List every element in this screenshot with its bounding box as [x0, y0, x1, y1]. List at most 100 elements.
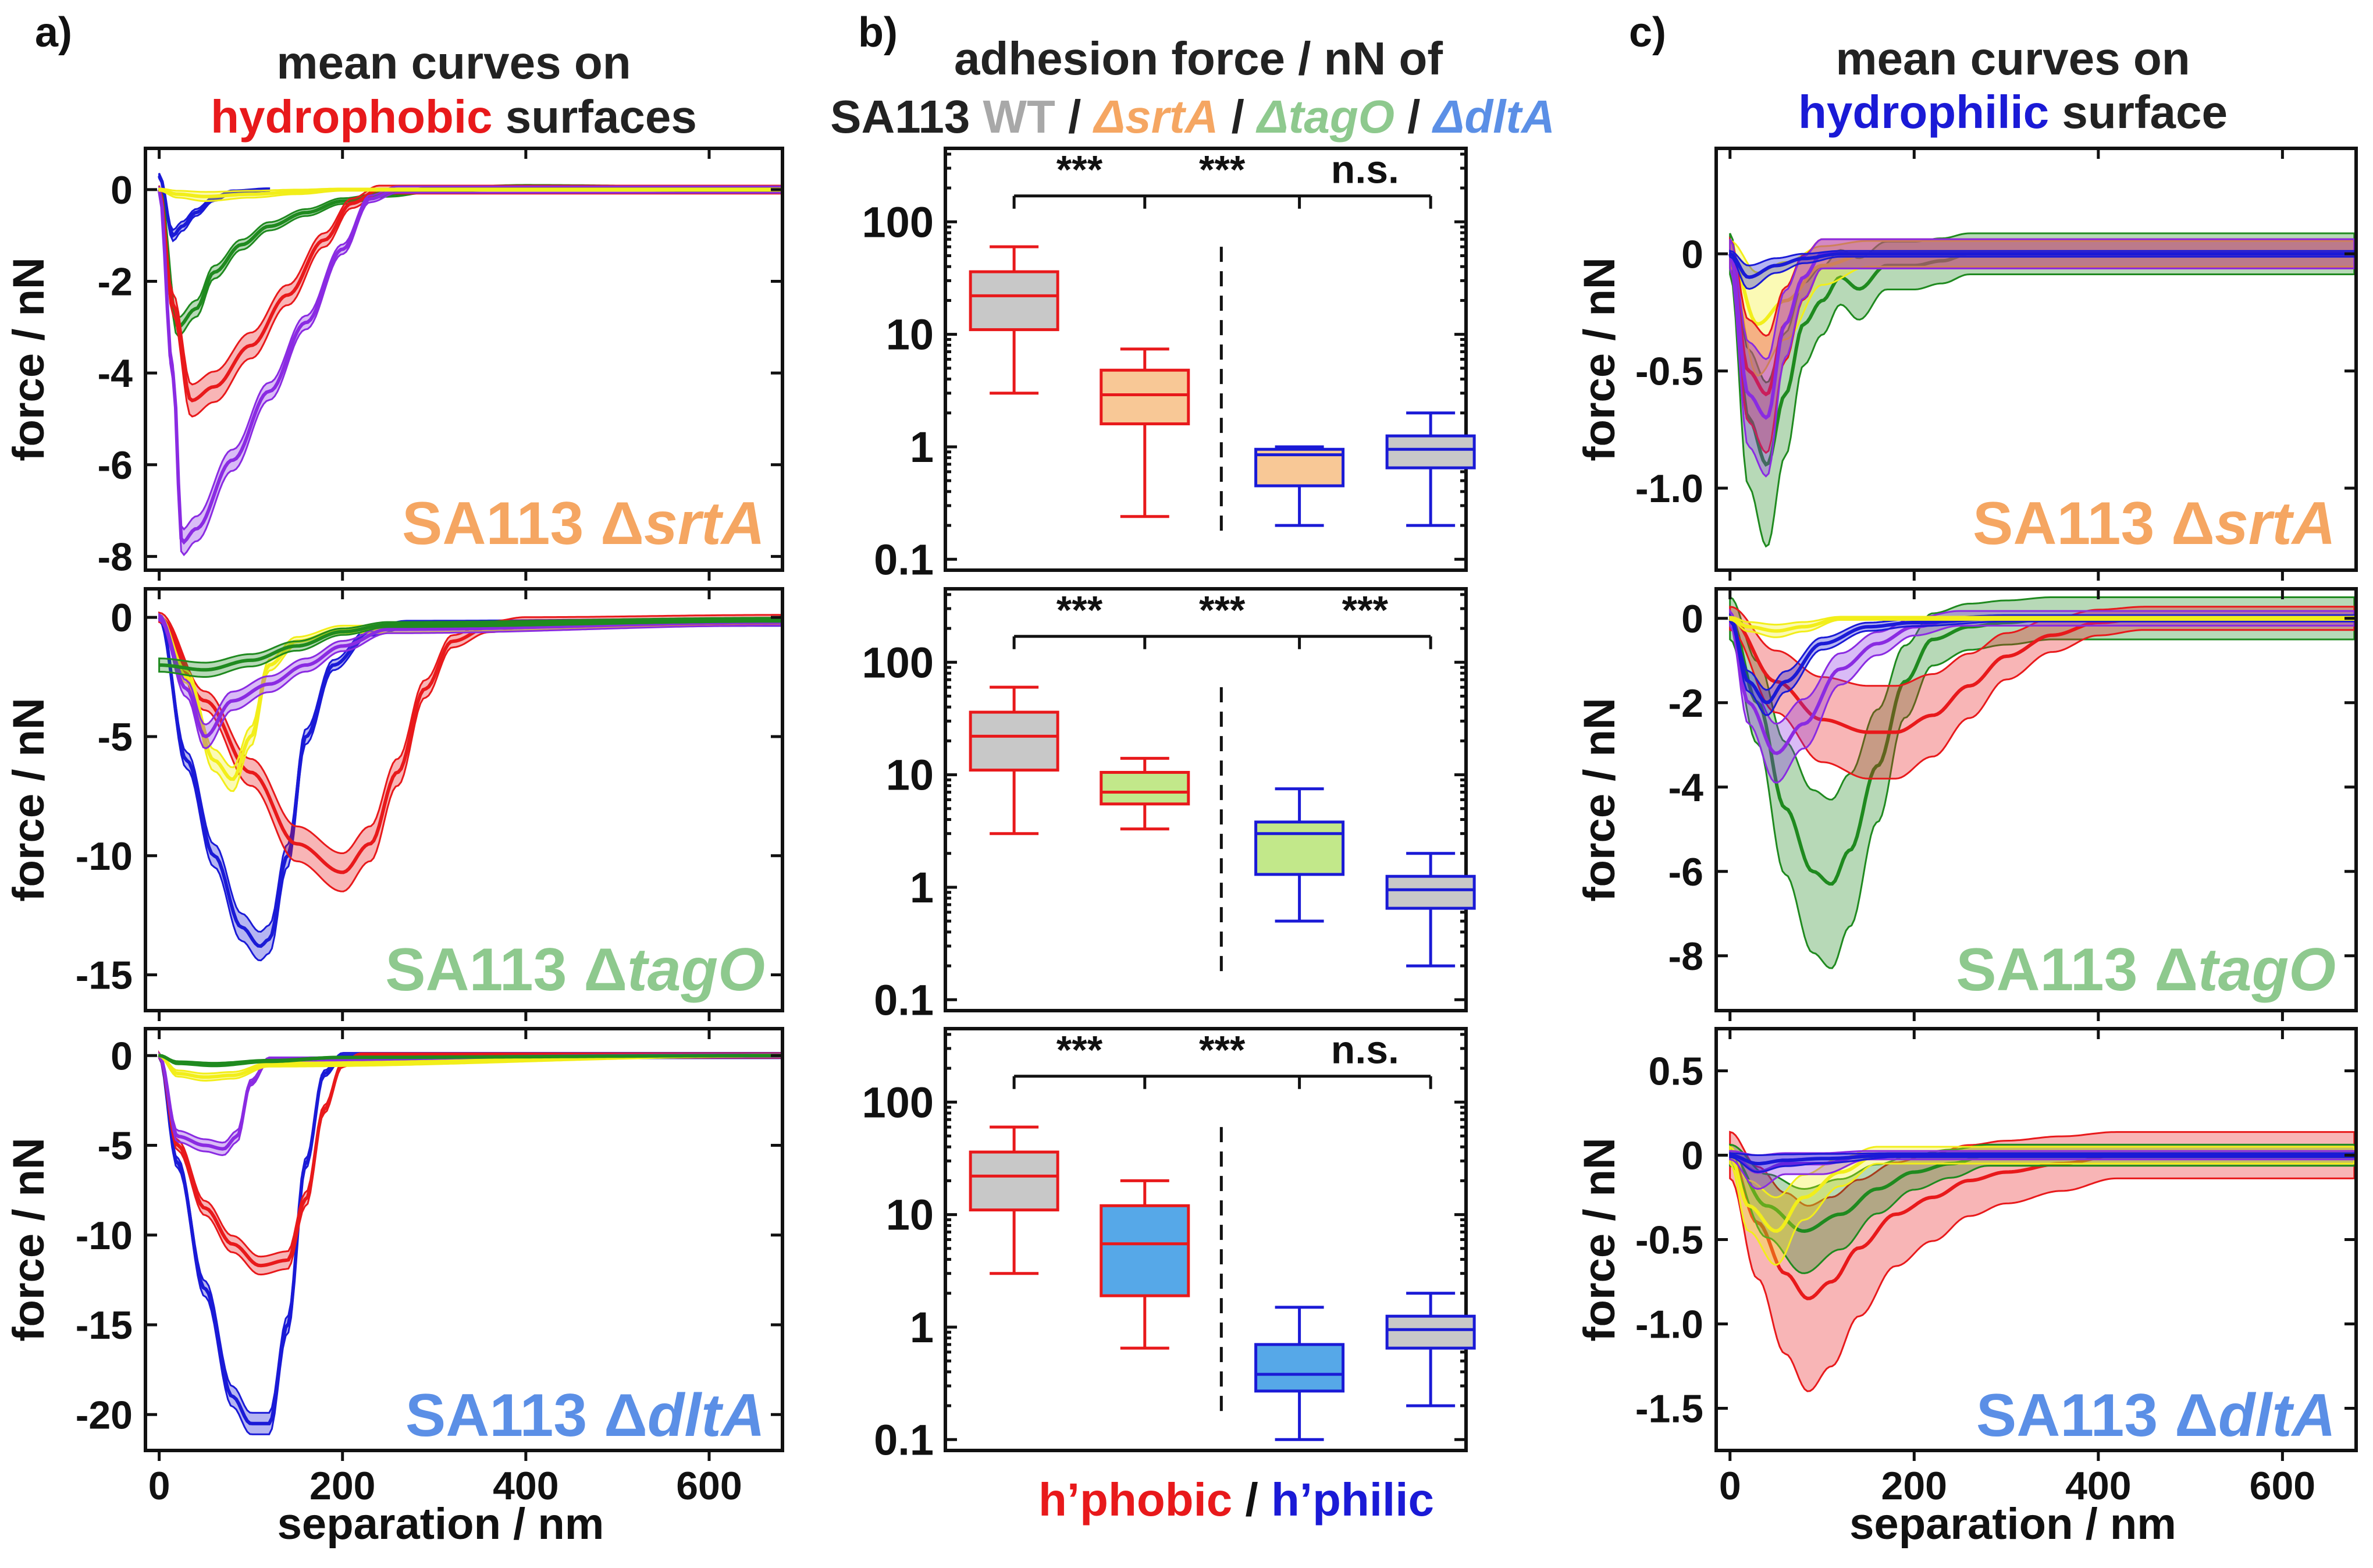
title-a-line2: hydrophobic surfaces — [211, 91, 697, 143]
title-a-surfaces: surfaces — [493, 91, 697, 143]
y-tick-label: -6 — [1668, 850, 1703, 894]
title-b-wt: WT — [983, 91, 1056, 143]
strain-gene: tagO — [2198, 936, 2336, 1004]
x-tick-label: 600 — [2250, 1464, 2315, 1508]
series-line-green — [159, 1054, 781, 1066]
y-tick-label: -5 — [98, 1124, 133, 1168]
box-0-iqr — [969, 270, 1059, 332]
strain-gene: dltA — [647, 1382, 765, 1449]
box-2-iqr — [1254, 820, 1345, 876]
plot-area — [157, 1050, 782, 1435]
chart-b2-tagO-boxplot: 100 10 1 0.1 *** *** *** — [862, 587, 1476, 1024]
plot-frame — [144, 587, 784, 1012]
strain-prefix: SA113 Δ — [405, 1382, 647, 1449]
x-tick-label: 600 — [676, 1464, 742, 1508]
strain-gene: dltA — [2218, 1382, 2336, 1449]
series-band-tago — [158, 184, 782, 418]
series-line-wt — [157, 175, 269, 239]
series-band-red — [158, 1050, 782, 1276]
box-3-iqr — [1385, 874, 1476, 910]
b-xlabel-sep: / — [1232, 1474, 1271, 1526]
plot-frame — [144, 147, 784, 572]
series-band-purple — [1729, 608, 2356, 784]
strain-gene: tagO — [627, 936, 765, 1004]
plot-frame — [1714, 587, 2358, 1012]
title-b-strain: SA113 — [830, 91, 983, 143]
significance-label: *** — [1199, 1028, 1246, 1072]
y-tick-label: -15 — [76, 954, 133, 998]
y-axis-label: force / nN — [1575, 257, 1624, 461]
significance-label: *** — [1056, 148, 1103, 192]
title-c-surface: surface — [2049, 86, 2228, 138]
chart-a2-tagO-hydrophobic: 0 -5 -10 -15 force / nN — [4, 587, 784, 1021]
strain-prefix: SA113 Δ — [1956, 936, 2198, 1004]
x-axis-label: separation / nm — [1849, 1499, 2176, 1549]
y-tick-label: 1 — [910, 863, 934, 912]
y-tick-label: -0.5 — [1635, 350, 1703, 394]
y-tick-label: -5 — [98, 715, 133, 759]
series-band-srta — [158, 184, 782, 337]
y-tick-label: -1.5 — [1635, 1387, 1703, 1431]
series-band-green — [1729, 595, 2356, 969]
y-axis-label: force / nN — [1575, 1137, 1624, 1342]
strain-label-a1: SA113 ΔsrtA — [402, 490, 765, 557]
series-band-purple — [1729, 238, 2356, 478]
title-c-hydrophilic: hydrophilic — [1798, 86, 2049, 138]
y-tick-label: 0.5 — [1648, 1050, 1703, 1094]
series-line-yellow — [159, 187, 781, 198]
title-c-line1: mean curves on — [1835, 33, 2190, 84]
plot-frame — [1714, 147, 2358, 572]
strain-prefix: SA113 Δ — [402, 490, 644, 557]
strain-gene: srtA — [644, 490, 765, 557]
y-tick-label: 10 — [886, 751, 934, 799]
b-xlabel: h’phobic / h’philic — [1038, 1474, 1434, 1526]
box-2-iqr — [1254, 1343, 1345, 1393]
series-line-red — [157, 1054, 781, 1268]
plot-frame — [144, 1027, 784, 1452]
panel-label-c: c) — [1629, 9, 1666, 56]
plot-area — [1728, 595, 2356, 969]
title-b-line1: adhesion force / nN of — [954, 33, 1443, 84]
y-tick-label: 10 — [886, 1191, 934, 1239]
plot-area — [1728, 1130, 2356, 1392]
series-line-tago — [157, 187, 781, 403]
x-axis-label: separation / nm — [277, 1499, 604, 1549]
strain-prefix: SA113 Δ — [1976, 1382, 2218, 1449]
y-tick-label: -2 — [1668, 681, 1703, 726]
significance-label: n.s. — [1331, 148, 1399, 192]
y-tick-label: -0.5 — [1635, 1218, 1703, 1263]
y-tick-label: 100 — [862, 638, 934, 687]
title-b-dltA: ΔdltA — [1432, 91, 1555, 143]
x-tick-label: 0 — [1719, 1464, 1741, 1508]
y-axis-label: force / nN — [4, 1137, 54, 1342]
y-tick-label: -1.0 — [1635, 1303, 1703, 1347]
chart-c3-dltA-hydrophilic: 0.5 0 -0.5 -1.0 -1.5 0 200 400 600 force / nN sepa… — [1575, 1027, 2358, 1549]
x-tick-label: 400 — [2065, 1464, 2131, 1508]
boxplot-frame — [944, 587, 1468, 1012]
box-3-iqr — [1385, 1314, 1476, 1350]
title-b-line2: SA113 WT / ΔsrtA / ΔtagO / ΔdltA — [830, 91, 1555, 143]
y-tick-label: -8 — [1668, 934, 1703, 979]
y-tick-label: 0 — [1681, 1134, 1703, 1178]
y-tick-label: 0.1 — [874, 535, 934, 584]
chart-a1-srtA-hydrophobic: 0 -2 -4 -6 -8 force / nN — [4, 147, 784, 581]
y-tick-label: -4 — [98, 351, 133, 396]
strain-prefix: SA113 Δ — [1973, 490, 2215, 557]
panel-label-a: a) — [35, 9, 72, 56]
strain-label-a2: SA113 ΔtagO — [385, 936, 765, 1004]
title-b-sep2: / — [1218, 91, 1257, 143]
significance-label: *** — [1342, 588, 1389, 632]
plot-area — [158, 611, 782, 962]
strain-label-c1: SA113 ΔsrtA — [1973, 490, 2336, 557]
title-b-tagO: ΔtagO — [1255, 91, 1394, 143]
significance-label: *** — [1199, 148, 1246, 192]
box-0-iqr — [969, 1150, 1059, 1212]
series-line-blue — [1730, 1153, 2354, 1166]
title-c-line2: hydrophilic surface — [1798, 86, 2228, 138]
title-b-sep3: / — [1394, 91, 1433, 143]
series-band-yellow — [1729, 1145, 2356, 1266]
significance-label: *** — [1199, 588, 1246, 632]
y-tick-label: 0 — [1681, 597, 1703, 641]
